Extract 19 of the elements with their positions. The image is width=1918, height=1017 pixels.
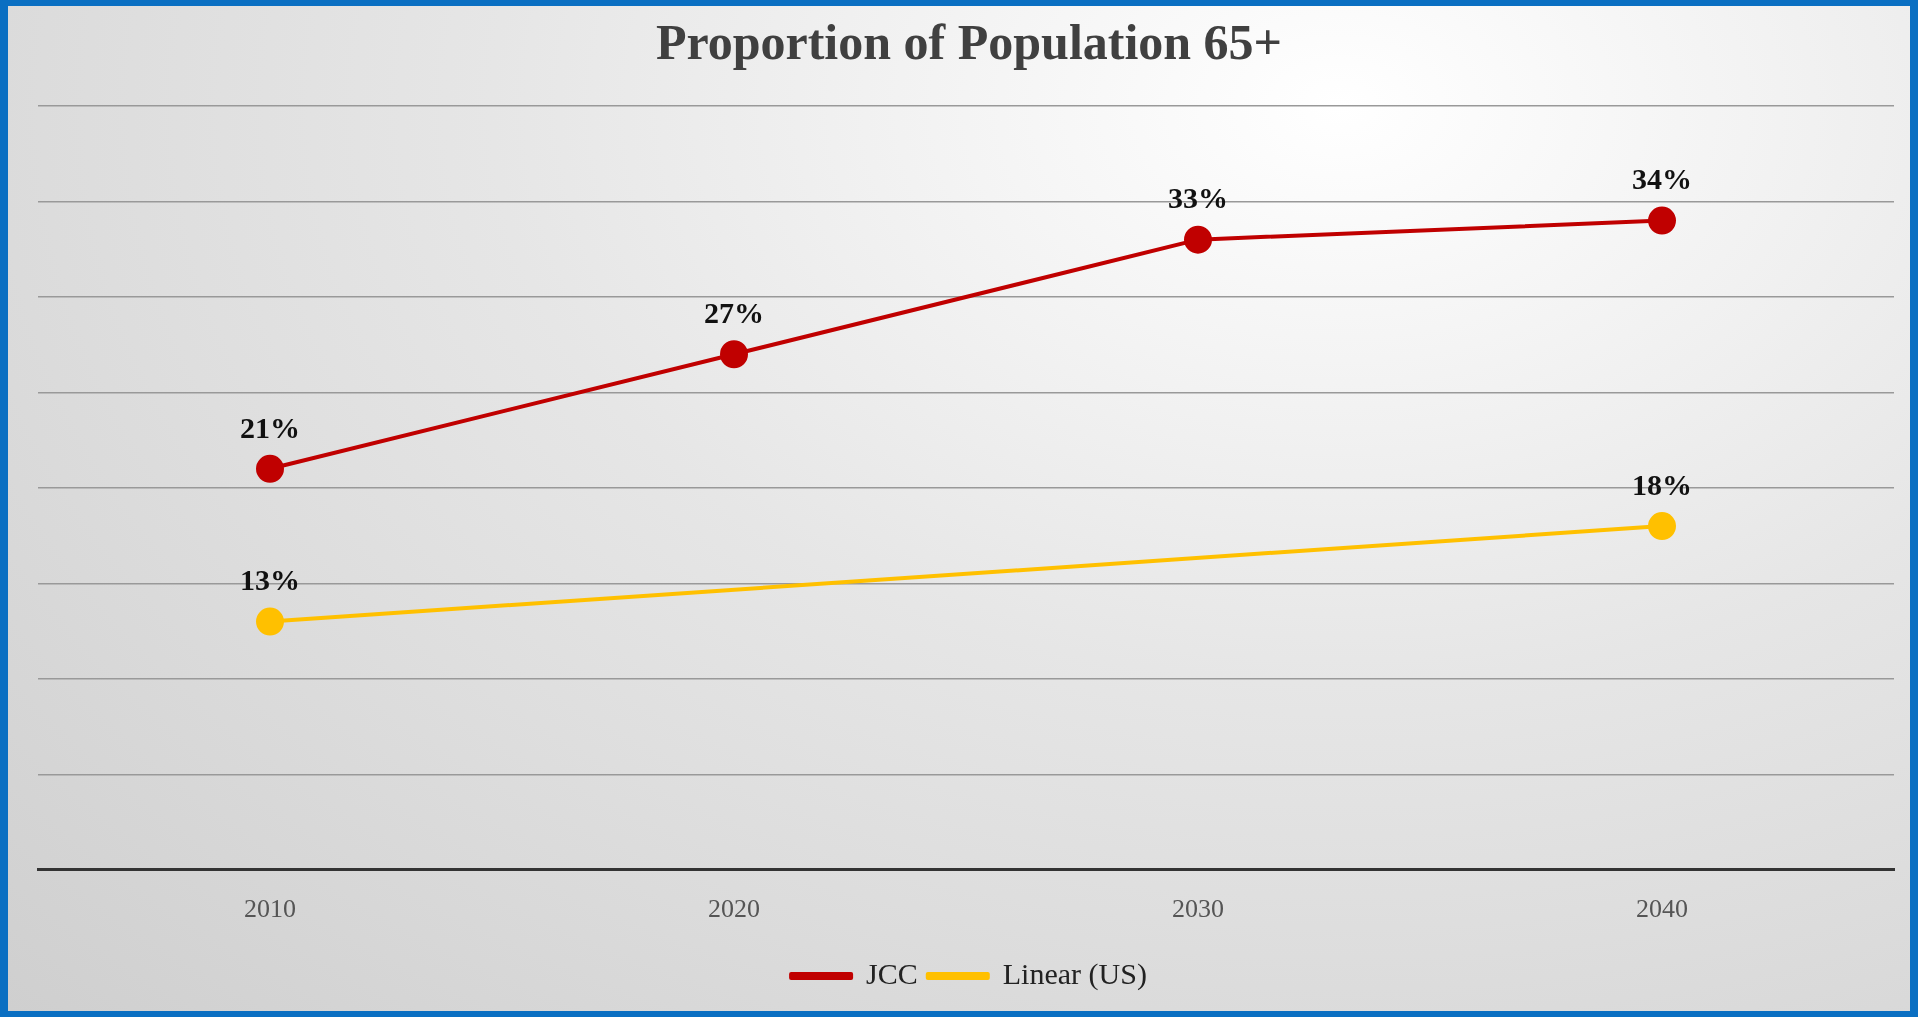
- point: [720, 340, 748, 369]
- x-tick-label: 2040: [1636, 894, 1688, 924]
- data-label: 27%: [704, 295, 764, 329]
- data-label: 18%: [1632, 467, 1692, 501]
- legend-label: JCC: [866, 956, 918, 990]
- point: [256, 607, 284, 636]
- data-label: 33%: [1168, 181, 1228, 215]
- x-tick-label: 2030: [1172, 894, 1224, 924]
- data-label: 13%: [240, 563, 300, 597]
- point: [256, 454, 284, 483]
- data-label: 21%: [240, 410, 300, 444]
- point: [1648, 206, 1676, 235]
- chart-title: Proportion of Population 65+: [655, 13, 1283, 70]
- point: [1648, 512, 1676, 541]
- legend-label: Linear (US): [1002, 956, 1147, 991]
- data-label: 34%: [1632, 162, 1692, 196]
- x-tick-label: 2020: [708, 894, 760, 924]
- x-tick-label: 2010: [244, 894, 296, 924]
- point: [1184, 225, 1212, 254]
